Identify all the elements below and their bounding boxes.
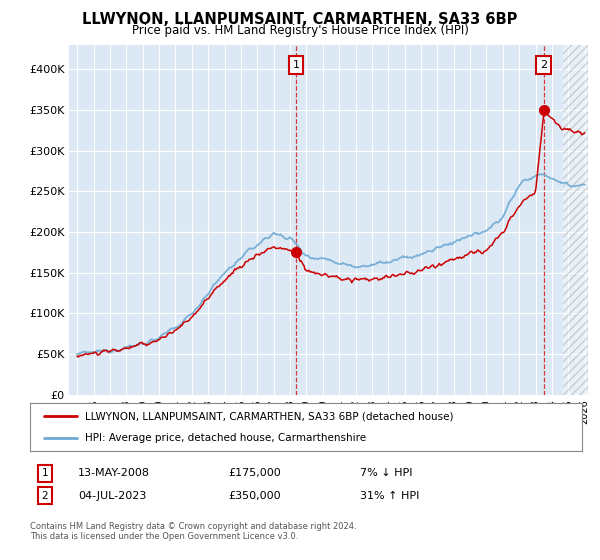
Text: 13-MAY-2008: 13-MAY-2008 [78, 468, 150, 478]
Bar [563, 45, 588, 395]
Text: £350,000: £350,000 [228, 491, 281, 501]
Text: 1: 1 [293, 60, 299, 70]
Bar [563, 45, 588, 395]
Text: Price paid vs. HM Land Registry's House Price Index (HPI): Price paid vs. HM Land Registry's House … [131, 24, 469, 37]
Text: 2: 2 [41, 491, 49, 501]
Text: 1: 1 [41, 468, 49, 478]
Text: 31% ↑ HPI: 31% ↑ HPI [360, 491, 419, 501]
Text: Contains HM Land Registry data © Crown copyright and database right 2024.
This d: Contains HM Land Registry data © Crown c… [30, 522, 356, 542]
Text: 2: 2 [540, 60, 547, 70]
Text: £175,000: £175,000 [228, 468, 281, 478]
Text: LLWYNON, LLANPUMSAINT, CARMARTHEN, SA33 6BP (detached house): LLWYNON, LLANPUMSAINT, CARMARTHEN, SA33 … [85, 411, 454, 421]
Text: 04-JUL-2023: 04-JUL-2023 [78, 491, 146, 501]
Text: 7% ↓ HPI: 7% ↓ HPI [360, 468, 413, 478]
Text: LLWYNON, LLANPUMSAINT, CARMARTHEN, SA33 6BP: LLWYNON, LLANPUMSAINT, CARMARTHEN, SA33 … [82, 12, 518, 27]
Text: HPI: Average price, detached house, Carmarthenshire: HPI: Average price, detached house, Carm… [85, 433, 367, 443]
